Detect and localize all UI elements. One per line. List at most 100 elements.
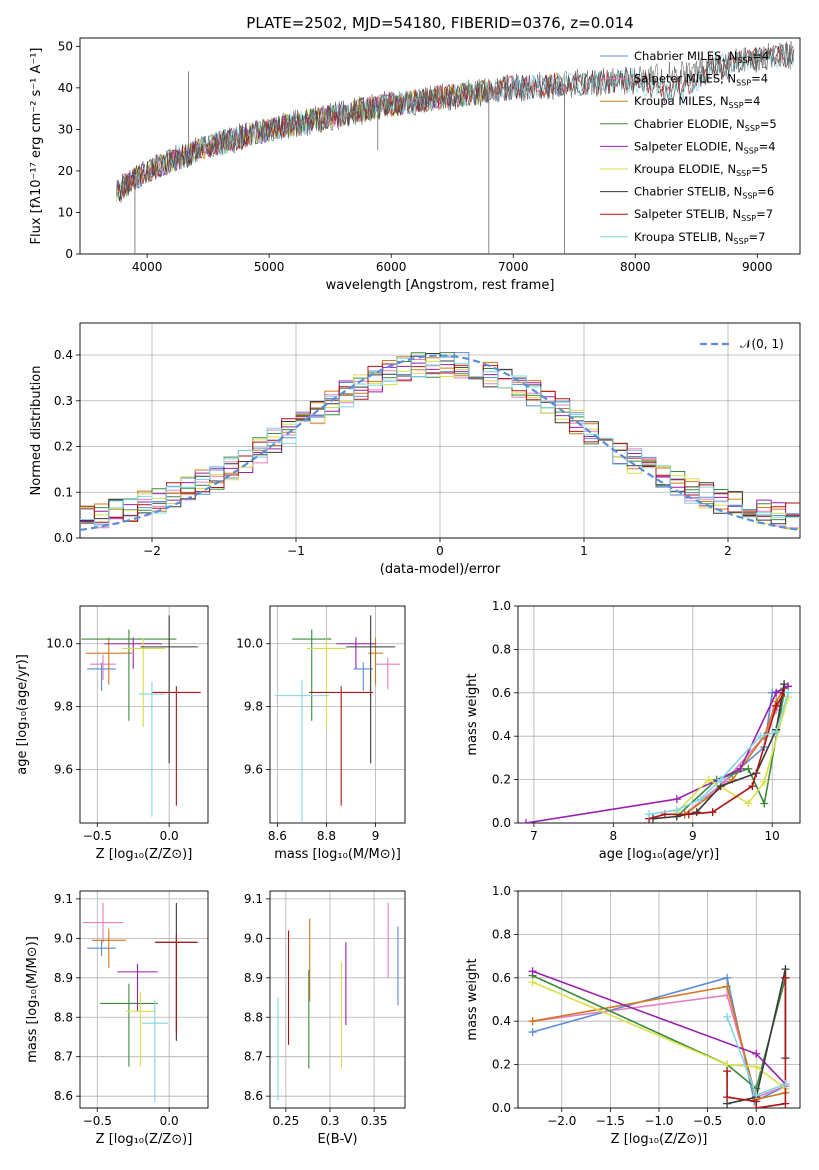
legend-value: =5 — [760, 117, 777, 131]
spectrum-legend: Chabrier MILES, NSSP=4 Salpeter MILES, NS… — [600, 49, 777, 246]
mass-vs-ebv-plot — [277, 902, 399, 1101]
mass-weight-vs-Z-axes: −2.0 −1.5 −1.0 −0.5 0.0 0.0 0.2 0.4 0.6 0.8 1.0 Z [… — [465, 884, 801, 1147]
mass-weight-vs-Z-xtick-label: −1.5 — [596, 1114, 625, 1128]
point-marker — [772, 688, 781, 697]
spectrum-xtick-label: 8000 — [620, 260, 651, 274]
age-vs-Z-ytick-label: 9.8 — [54, 700, 73, 714]
point-marker — [672, 795, 681, 804]
legend-label: Chabrier STELIB, NSSP=6 — [634, 185, 774, 201]
mass-vs-ebv-ytick-label: 9.0 — [244, 931, 263, 945]
mass-weight-vs-age-ytick-label: 0.0 — [492, 816, 511, 830]
legend-sub: SSP — [737, 56, 752, 65]
mass-vs-Z-frame — [79, 890, 209, 1109]
point-marker — [781, 1099, 790, 1108]
legend-value: =4 — [752, 49, 769, 63]
spectrum-xtick-label: 4000 — [132, 260, 163, 274]
spectrum-ylabel: Flux [fλ10⁻¹⁷ erg cm⁻² s⁻¹ A⁻¹] — [29, 48, 44, 245]
mass-weight-vs-age-plot — [521, 680, 793, 823]
legend-sub: SSP — [734, 237, 749, 246]
legend-sub: SSP — [729, 101, 744, 110]
point-marker — [723, 973, 732, 982]
age-vs-mass-ytick-label: 10.0 — [236, 637, 263, 651]
point-marker — [781, 965, 790, 974]
mass-vs-Z-xtick-label: −0.5 — [83, 1114, 112, 1128]
spectrum-ytick-label: 30 — [58, 122, 73, 136]
point-marker — [748, 782, 757, 791]
mass-weight-vs-age-frame — [517, 605, 801, 824]
legend-value: =6 — [757, 185, 774, 199]
mass-vs-ebv-xtick-label: 0.25 — [273, 1114, 300, 1128]
mass-vs-ebv-ytick-label: 9.1 — [244, 892, 263, 906]
legend-label: Salpeter STELIB, NSSP=7 — [634, 207, 773, 223]
mass-vs-ebv-xlabel: E(B-V) — [317, 1132, 357, 1147]
age-vs-Z-plot — [81, 615, 201, 817]
point-marker — [772, 701, 781, 710]
plot-layer: 4000 5000 6000 7000 8000 900001020304050wavel… — [15, 37, 801, 1147]
point-marker — [760, 777, 769, 786]
point-marker — [752, 1090, 761, 1099]
residuals-ytick-label: 0.2 — [54, 440, 73, 454]
gaussian-curve — [80, 354, 800, 532]
mass-weight-vs-age-ytick-label: 0.8 — [492, 642, 511, 656]
spectrum-ytick-label: 40 — [58, 81, 73, 95]
mass-weight-vs-age-ytick-label: 0.4 — [492, 729, 511, 743]
legend-sub: SSP — [744, 146, 759, 155]
age-vs-Z-frame — [79, 605, 209, 824]
point-marker — [723, 1012, 732, 1021]
legend-sub: SSP — [736, 169, 751, 178]
residuals-ytick-label: 0.0 — [54, 531, 73, 545]
mass-vs-ebv-frame — [269, 890, 406, 1109]
age-vs-mass-frame — [269, 605, 406, 824]
mass-vs-Z-ytick-label: 8.8 — [54, 1010, 73, 1024]
mass-weight-vs-Z-ytick-label: 0.2 — [492, 1058, 511, 1072]
mass-vs-Z-ytick-label: 8.7 — [54, 1050, 73, 1064]
age-vs-mass-ytick-label: 9.8 — [244, 700, 263, 714]
legend-value: =5 — [751, 162, 768, 176]
spectrum-plot — [116, 40, 795, 254]
point-marker — [704, 775, 713, 784]
spectrum-series-kroupa-stelib — [116, 45, 794, 198]
spectrum-ytick-label: 50 — [58, 39, 73, 53]
mass-vs-ebv-axes: 0.25 0.3 0.35 8.6 8.7 8.8 8.9 9.0 9.1 E(B-V) — [244, 890, 406, 1147]
point-marker — [672, 805, 681, 814]
mass-vs-ebv-xtick-label: 0.35 — [361, 1114, 388, 1128]
mass-vs-ebv-ytick-label: 8.6 — [244, 1089, 263, 1103]
series-kroupa-elodie — [532, 981, 786, 1090]
spectrum-frame — [79, 37, 801, 255]
point-marker — [752, 1049, 761, 1058]
point-marker — [723, 1093, 732, 1102]
legend-sub: SSP — [741, 214, 756, 223]
legend-label: Kroupa ELODIE, NSSP=5 — [634, 162, 768, 178]
legend-sub: SSP — [742, 192, 757, 201]
mass-vs-Z-plot — [82, 902, 198, 1103]
age-vs-Z-axes: −0.5 0.0 9.6 9.8 10.0 Z [log₁₀(Z/Z⊙)] age [log… — [15, 605, 209, 862]
spectrum-ytick-label: 10 — [58, 205, 73, 219]
age-vs-mass-xlabel: mass [log₁₀(M/M⊙)] — [274, 847, 401, 862]
point-marker — [716, 775, 725, 784]
legend-value: =4 — [751, 72, 768, 86]
legend-value: =7 — [749, 230, 766, 244]
legend-label: Salpeter MILES, NSSP=4 — [634, 72, 768, 88]
mass-weight-vs-Z-ytick-label: 1.0 — [492, 884, 511, 898]
point-marker — [708, 808, 717, 817]
point-marker — [684, 810, 693, 819]
point-marker — [723, 982, 732, 991]
legend-label: Salpeter ELODIE, NSSP=4 — [634, 139, 776, 155]
mass-weight-vs-Z-ytick-label: 0.6 — [492, 971, 511, 985]
point-marker — [752, 1062, 761, 1071]
hist-series-kroupa-elodie — [80, 360, 800, 530]
mass-weight-vs-age-ytick-label: 0.2 — [492, 773, 511, 787]
residuals-ytick-label: 0.4 — [54, 348, 73, 362]
legend-value: =4 — [759, 139, 776, 153]
mass-weight-vs-Z-plot — [528, 965, 790, 1108]
mass-weight-vs-age-ylabel: mass weight — [465, 673, 480, 755]
spectrum-xtick-label: 9000 — [742, 260, 773, 274]
mass-weight-vs-Z-ylabel: mass weight — [465, 958, 480, 1040]
age-vs-mass-xtick-label: 9 — [372, 829, 380, 843]
mass-weight-vs-Z-xlabel: Z [log₁₀(Z/Z⊙)] — [611, 1132, 708, 1147]
mass-vs-Z-xtick-label: 0.0 — [160, 1114, 179, 1128]
residuals-ytick-label: 0.1 — [54, 485, 73, 499]
residuals-xtick-label: 1 — [580, 544, 588, 558]
mass-weight-vs-Z-ytick-label: 0.0 — [492, 1101, 511, 1115]
residuals-xtick-label: −1 — [287, 544, 305, 558]
